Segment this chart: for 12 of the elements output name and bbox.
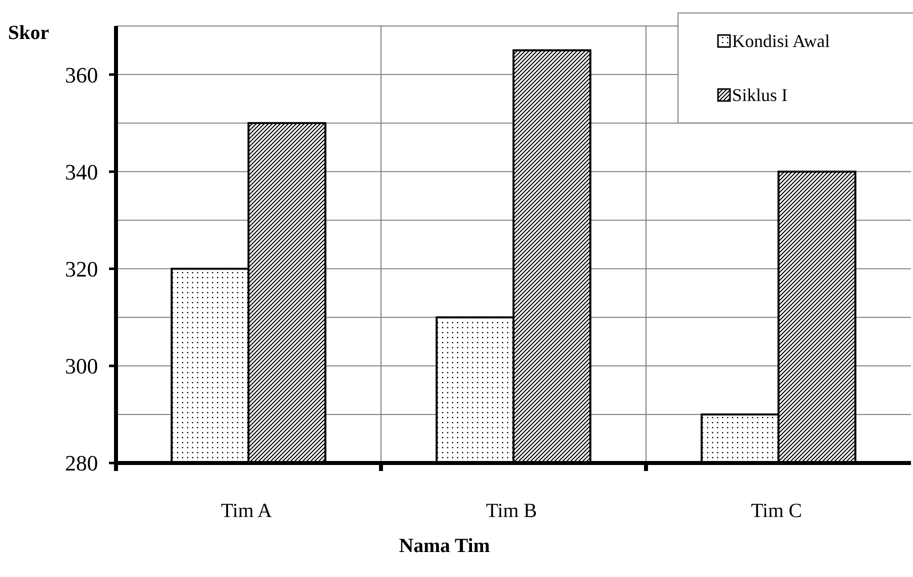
x-tick-label: Tim B xyxy=(486,500,537,522)
legend-label: Siklus I xyxy=(732,85,788,105)
y-tick-label: 320 xyxy=(65,256,98,282)
y-tick-label: 360 xyxy=(65,62,98,88)
y-axis-title: Skor xyxy=(8,22,50,44)
x-tick-label: Tim A xyxy=(221,500,273,522)
y-tick-label: 300 xyxy=(65,354,98,379)
y-tick-label: 340 xyxy=(65,159,98,184)
y-tick-label: 280 xyxy=(65,450,98,476)
x-tick-label: Tim C xyxy=(751,500,802,522)
legend-label: Kondisi Awal xyxy=(732,31,830,51)
x-axis-title: Nama Tim xyxy=(399,535,490,557)
